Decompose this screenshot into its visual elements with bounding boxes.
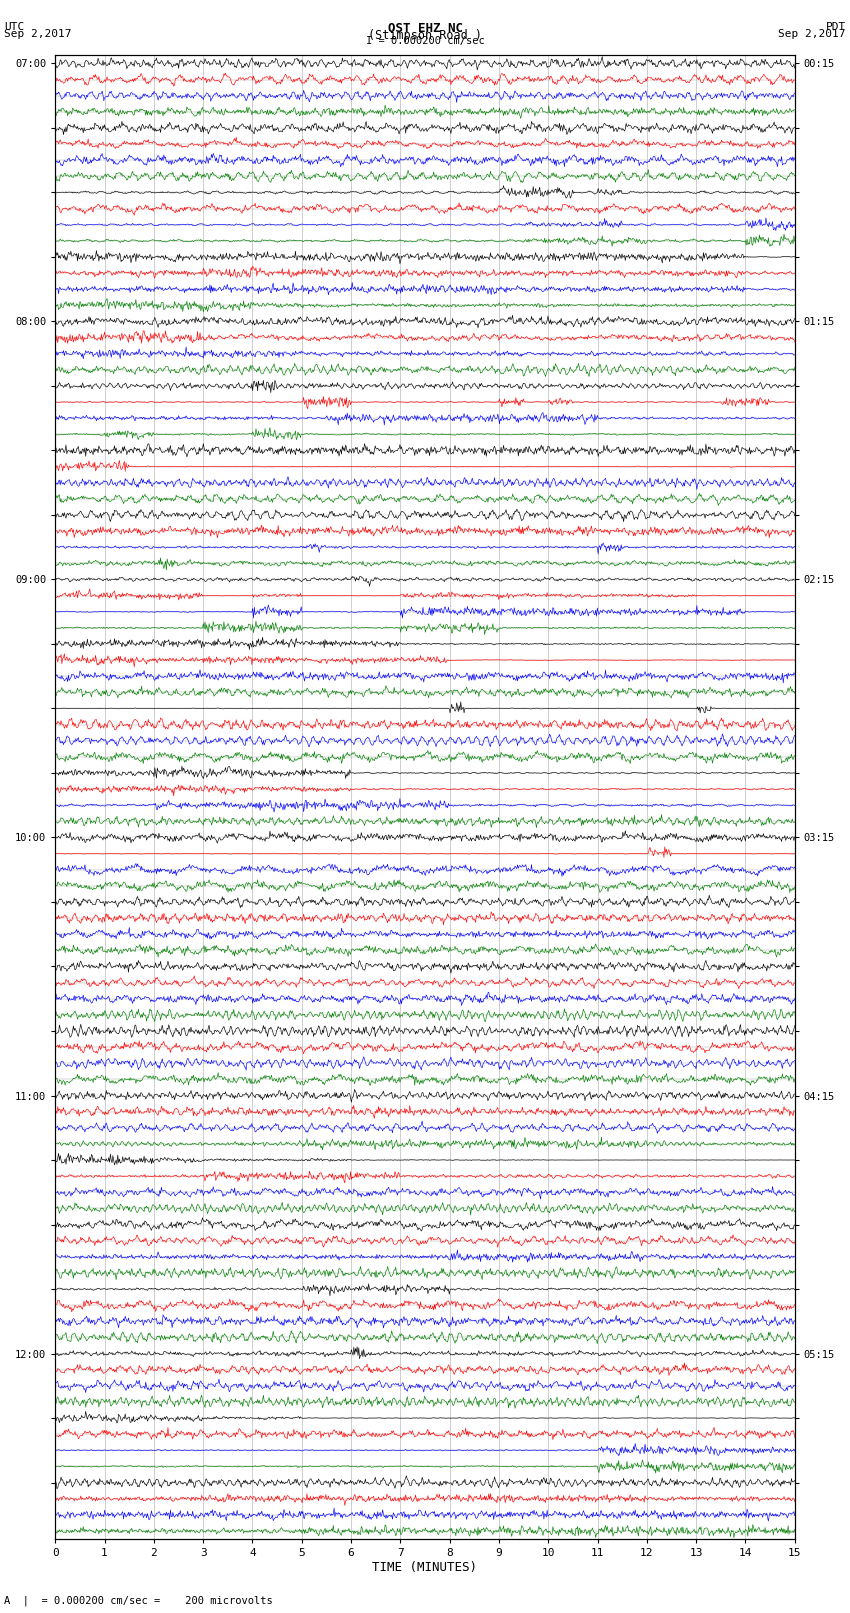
- X-axis label: TIME (MINUTES): TIME (MINUTES): [372, 1561, 478, 1574]
- Text: UTC: UTC: [4, 23, 25, 32]
- Text: OST EHZ NC: OST EHZ NC: [388, 23, 462, 35]
- Text: A  |  = 0.000200 cm/sec =    200 microvolts: A | = 0.000200 cm/sec = 200 microvolts: [4, 1595, 273, 1607]
- Text: Sep 2,2017: Sep 2,2017: [779, 29, 846, 39]
- Text: (Stimpson Road ): (Stimpson Road ): [368, 29, 482, 42]
- Text: I = 0.000200 cm/sec: I = 0.000200 cm/sec: [366, 37, 484, 47]
- Text: PDT: PDT: [825, 23, 846, 32]
- Text: Sep 2,2017: Sep 2,2017: [4, 29, 71, 39]
